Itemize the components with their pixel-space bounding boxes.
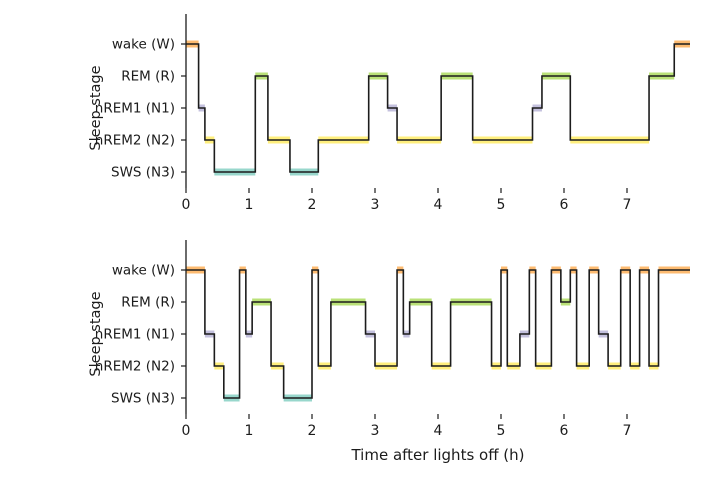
x-tick-label: 7 [623, 423, 632, 439]
x-tick-label: 1 [245, 423, 254, 439]
x-tick-label: 0 [182, 423, 191, 439]
x-axis-label: Time after lights off (h) [351, 446, 525, 464]
y-tick-label: nREM2 (N2) [95, 133, 175, 149]
y-tick-label: REM (R) [121, 69, 175, 85]
hypnogram-bottom-panel: wake (W) REM (R) nREM1 (N1) nREM2 (N2) SWS (… [88, 240, 690, 439]
x-tick-label: 3 [371, 197, 380, 213]
stage-highlight-bands [186, 40, 690, 176]
y-tick-label: nREM2 (N2) [95, 359, 175, 375]
y-tick-label: wake (W) [112, 263, 175, 279]
y-tick-label: nREM1 (N1) [95, 101, 175, 117]
x-tick-label: 4 [434, 197, 443, 213]
y-tick-label: SWS (N3) [111, 165, 175, 181]
hypnogram-step-line [186, 43, 690, 173]
hypnogram-step-line [186, 269, 690, 399]
y-tick-label: wake (W) [112, 37, 175, 53]
x-tick-label: 6 [560, 423, 569, 439]
x-tick-label: 5 [497, 423, 506, 439]
y-tick-label: REM (R) [121, 295, 175, 311]
hypnogram-top-panel: wake (W) REM (R) nREM1 (N1) nREM2 (N2) SWS (… [88, 14, 690, 213]
x-tick-label: 3 [371, 423, 380, 439]
x-tick-label: 0 [182, 197, 191, 213]
x-tick-label: 6 [560, 197, 569, 213]
x-tick-label: 4 [434, 423, 443, 439]
x-tick-label: 1 [245, 197, 254, 213]
x-tick-label: 7 [623, 197, 632, 213]
y-tick-label: SWS (N3) [111, 391, 175, 407]
x-tick-label: 2 [308, 197, 317, 213]
y-axis-label: Sleep stage [88, 65, 104, 150]
y-axis-label: Sleep stage [88, 291, 104, 376]
y-tick-label: nREM1 (N1) [95, 327, 175, 343]
stage-highlight-bands [186, 266, 690, 402]
x-tick-label: 5 [497, 197, 506, 213]
x-tick-label: 2 [308, 423, 317, 439]
